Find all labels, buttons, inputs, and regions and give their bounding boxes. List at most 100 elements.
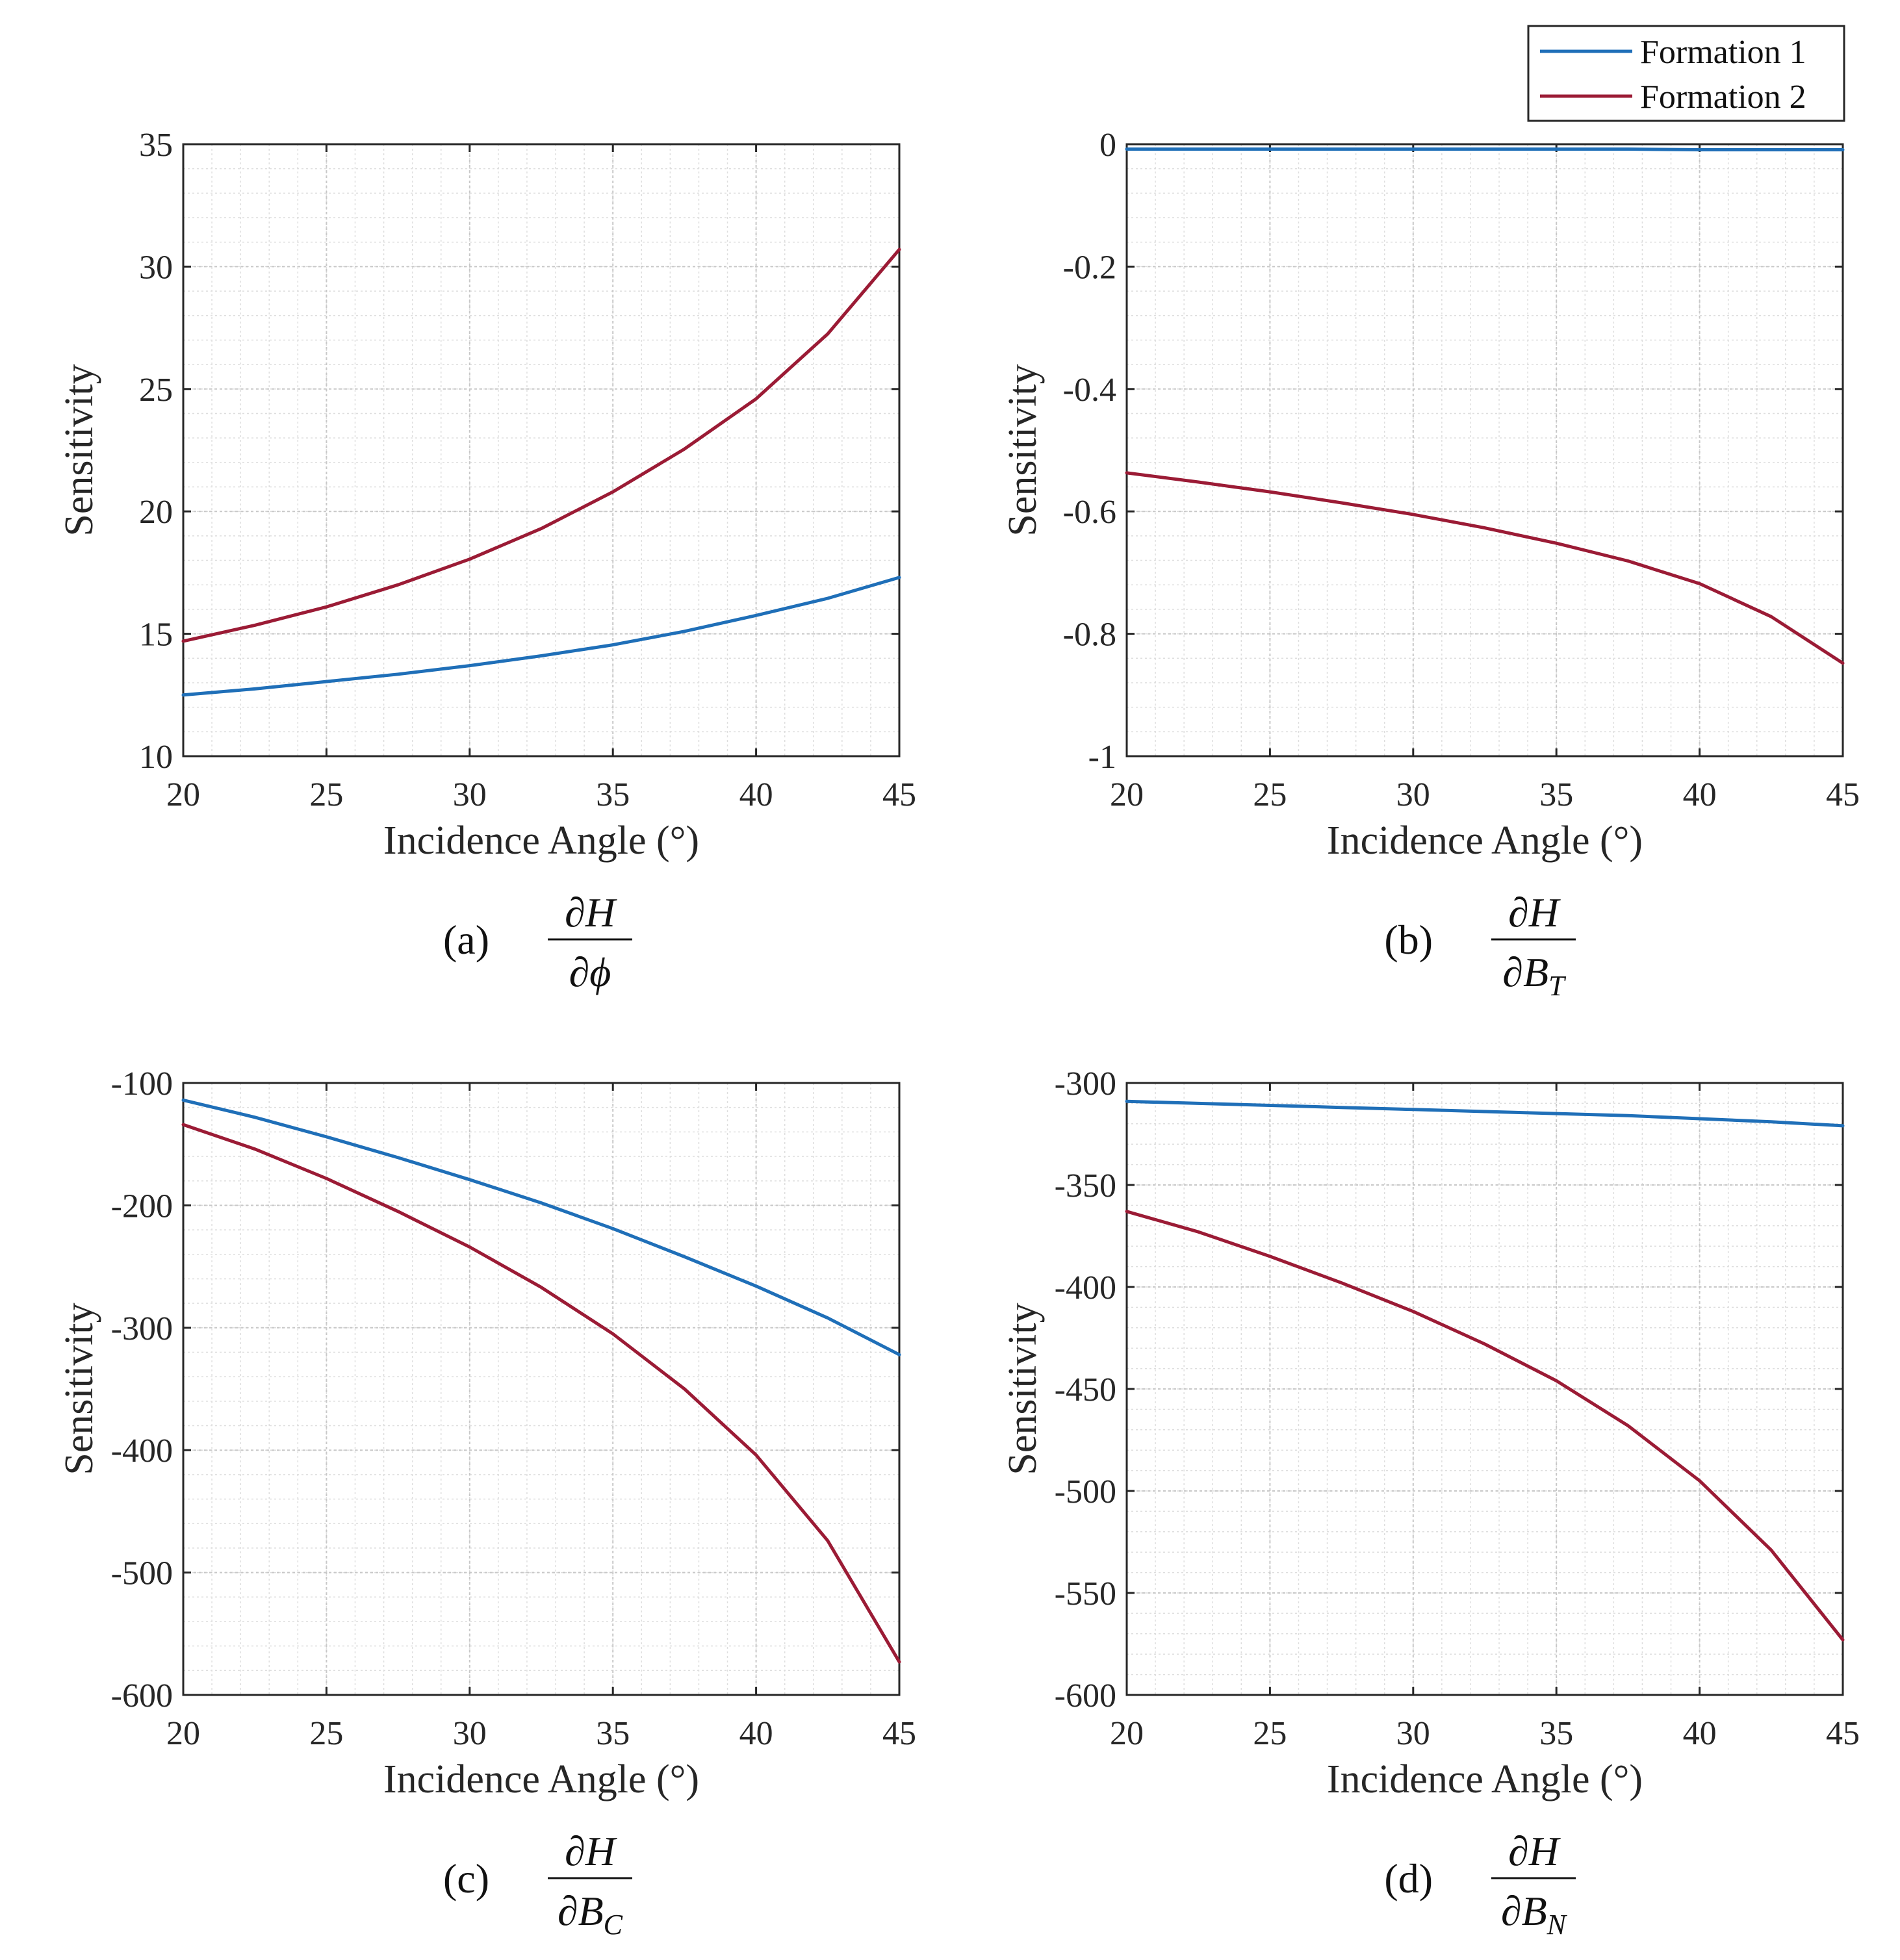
y-tick-label: -550 (1055, 1575, 1116, 1612)
legend-label-formation-1: Formation 1 (1640, 34, 1806, 71)
x-tick-label: 35 (1539, 1715, 1573, 1752)
caption-denominator: ∂BN (1501, 1888, 1568, 1941)
series-line-formation-1 (181, 1098, 901, 1356)
y-tick-label: -200 (111, 1188, 173, 1225)
y-tick-label: -450 (1055, 1371, 1116, 1408)
x-axis-label: Incidence Angle (°) (1327, 1757, 1643, 1801)
y-tick-label: -500 (1055, 1473, 1116, 1510)
panel-c: 20 25 30 35 40 45 -600 -500 -400 -300 -200 -100 Inci… (57, 1065, 916, 1941)
panel-d: 20 25 30 35 40 45 -600 -550 -500 -450 -400 -350 -300… (1001, 1065, 1860, 1941)
tick-marks (182, 1082, 901, 1696)
y-tick-label: -0.8 (1063, 617, 1116, 654)
series-line-formation-1 (1125, 147, 1845, 151)
caption-label: (c) (443, 1855, 489, 1902)
x-tick-label: 35 (596, 776, 630, 813)
x-tick-label: 20 (166, 1715, 200, 1752)
plot-area (1127, 144, 1843, 756)
axes-frame (182, 1082, 901, 1696)
tick-marks (182, 143, 901, 757)
panel-a: 20 25 30 35 40 45 10 15 20 25 30 35 Incidence Angle … (57, 127, 916, 995)
tick-marks (1125, 143, 1844, 757)
y-tick-label: -300 (111, 1310, 173, 1347)
y-axis-label: Sensitivity (1001, 364, 1045, 536)
y-tick-label: -0.2 (1063, 249, 1116, 286)
y-tick-label: -100 (111, 1065, 173, 1102)
y-tick-label: -600 (111, 1677, 173, 1714)
x-axis-label: Incidence Angle (°) (1327, 819, 1643, 863)
x-tick-label: 30 (453, 776, 487, 813)
x-tick-label: 30 (453, 1715, 487, 1752)
x-tick-label: 45 (882, 776, 916, 813)
x-tick-label: 40 (739, 776, 773, 813)
y-axis-label: Sensitivity (1001, 1303, 1045, 1475)
x-tick-label: 40 (1683, 776, 1717, 813)
x-tick-label: 25 (1253, 776, 1287, 813)
plot-area (183, 1083, 899, 1695)
y-axis-label: Sensitivity (57, 364, 101, 536)
caption-denominator: ∂BC (558, 1888, 623, 1941)
x-tick-label: 35 (596, 1715, 630, 1752)
x-tick-label: 45 (1826, 776, 1860, 813)
caption-denominator: ∂ϕ (569, 949, 611, 995)
y-tick-label: -500 (111, 1555, 173, 1592)
x-axis-label: Incidence Angle (°) (383, 819, 699, 863)
caption-numerator: ∂H (565, 1828, 618, 1874)
y-tick-label: 20 (139, 494, 173, 531)
caption-label: (a) (443, 917, 489, 963)
caption-numerator: ∂H (1508, 889, 1561, 935)
series-line-formation-2 (181, 1123, 901, 1664)
series-line-formation-2 (181, 248, 901, 643)
x-axis-label: Incidence Angle (°) (383, 1757, 699, 1801)
y-tick-label: -400 (1055, 1269, 1116, 1306)
panel-caption: (b) ∂H ∂BT (1384, 889, 1576, 1002)
legend-label-formation-2: Formation 2 (1640, 79, 1806, 116)
x-tick-label: 20 (1110, 1715, 1144, 1752)
x-tick-label: 35 (1539, 776, 1573, 813)
x-tick-label: 25 (309, 776, 343, 813)
x-tick-label: 40 (739, 1715, 773, 1752)
y-tick-label: -300 (1055, 1065, 1116, 1102)
y-tick-label: -400 (111, 1432, 173, 1470)
x-tick-label: 25 (1253, 1715, 1287, 1752)
legend: Formation 1 Formation 2 (1527, 25, 1845, 122)
tick-marks (1125, 1082, 1844, 1696)
caption-numerator: ∂H (565, 889, 618, 935)
x-tick-label: 45 (1826, 1715, 1860, 1752)
x-tick-label: 30 (1396, 1715, 1430, 1752)
series-line-formation-1 (1125, 1099, 1845, 1128)
y-tick-label: -350 (1055, 1167, 1116, 1204)
legend-box (1527, 25, 1845, 122)
axes-frame (182, 143, 901, 757)
panel-caption: (a) ∂H ∂ϕ (443, 889, 632, 995)
y-tick-label: -1 (1088, 739, 1116, 776)
x-tick-label: 40 (1683, 1715, 1717, 1752)
y-tick-label: -0.6 (1063, 494, 1116, 531)
x-tick-label: 25 (309, 1715, 343, 1752)
plot-area (183, 144, 899, 756)
x-tick-label: 20 (166, 776, 200, 813)
caption-denominator: ∂BT (1502, 949, 1567, 1002)
caption-numerator: ∂H (1508, 1828, 1561, 1874)
caption-label: (b) (1384, 917, 1433, 963)
panel-caption: (d) ∂H ∂BN (1384, 1828, 1576, 1941)
y-axis-label: Sensitivity (57, 1303, 101, 1475)
x-tick-label: 20 (1110, 776, 1144, 813)
y-tick-label: 15 (139, 617, 173, 654)
x-tick-label: 45 (882, 1715, 916, 1752)
y-tick-label: -0.4 (1063, 372, 1116, 409)
panel-b: 20 25 30 35 40 45 -1 -0.8 -0.6 -0.4 -0.2 0 Incidence… (1001, 127, 1860, 1002)
caption-label: (d) (1384, 1855, 1433, 1902)
y-tick-label: -600 (1055, 1677, 1116, 1714)
y-tick-label: 30 (139, 249, 173, 286)
series-line-formation-1 (181, 576, 901, 697)
y-tick-label: 25 (139, 372, 173, 409)
y-tick-label: 0 (1099, 127, 1116, 164)
y-tick-label: 10 (139, 739, 173, 776)
y-tick-label: 35 (139, 127, 173, 164)
x-tick-label: 30 (1396, 776, 1430, 813)
series-line-formation-2 (1125, 471, 1845, 665)
series-line-formation-2 (1125, 1210, 1845, 1642)
minor-grid (183, 1082, 900, 1696)
panel-caption: (c) ∂H ∂BC (443, 1828, 632, 1941)
